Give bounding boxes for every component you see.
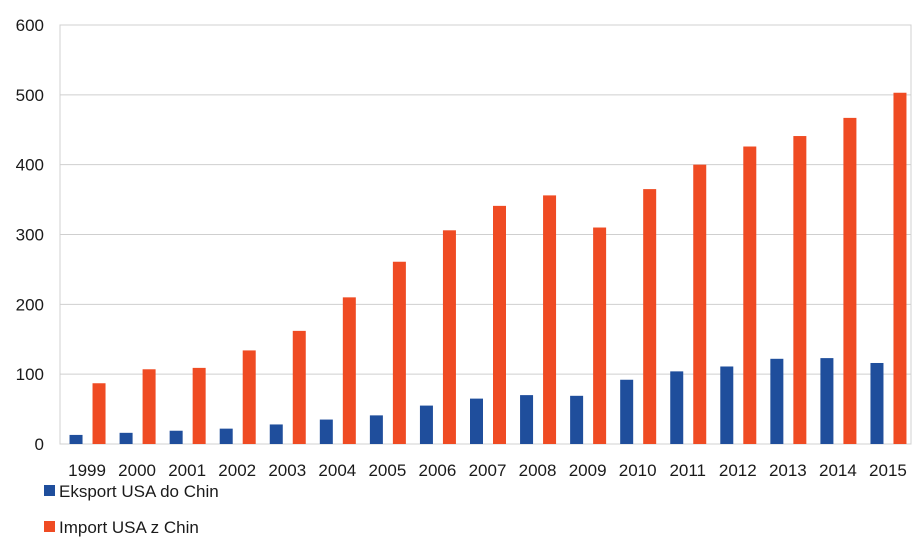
bar-eksport-1999 <box>69 434 83 444</box>
bar-eksport-2003 <box>269 424 283 444</box>
x-tick-label: 2013 <box>769 461 807 480</box>
x-tick-label: 1999 <box>68 461 106 480</box>
x-tick-label: 2009 <box>569 461 607 480</box>
bar-import-2012 <box>743 146 757 444</box>
bar-eksport-2006 <box>419 405 433 444</box>
bar-eksport-2002 <box>219 428 233 444</box>
y-tick-label: 500 <box>16 86 44 105</box>
bar-eksport-2009 <box>570 395 584 444</box>
x-tick-label: 2014 <box>819 461 857 480</box>
bars <box>69 92 907 445</box>
y-tick-label: 200 <box>16 295 44 314</box>
bar-eksport-2015 <box>870 362 884 444</box>
y-tick-label: 300 <box>16 226 44 245</box>
x-tick-label: 2015 <box>869 461 907 480</box>
plot-frame <box>59 24 912 445</box>
x-tick-label: 2011 <box>669 461 706 480</box>
bar-eksport-2011 <box>670 371 684 444</box>
x-tick-label: 2010 <box>619 461 657 480</box>
legend-label-import: Import USA z Chin <box>59 518 199 537</box>
bar-import-2003 <box>292 330 306 444</box>
bar-eksport-2005 <box>369 415 383 444</box>
bar-import-1999 <box>92 383 106 444</box>
bar-import-2013 <box>793 136 807 445</box>
bar-import-2002 <box>242 350 256 444</box>
x-tick-label: 2012 <box>719 461 757 480</box>
y-tick-label: 0 <box>35 435 44 454</box>
bar-eksport-2010 <box>620 379 634 444</box>
bar-import-2001 <box>192 367 206 444</box>
bar-import-2005 <box>392 261 406 444</box>
bar-import-2008 <box>543 195 557 444</box>
bar-eksport-2007 <box>470 398 483 444</box>
bar-import-2010 <box>643 189 657 444</box>
y-tick-label: 600 <box>16 16 44 35</box>
bar-import-2007 <box>493 205 506 444</box>
bar-import-2015 <box>893 92 907 445</box>
bar-import-2014 <box>843 117 857 444</box>
bar-eksport-2001 <box>169 430 183 444</box>
legend-label-eksport: Eksport USA do Chin <box>59 482 219 501</box>
bar-eksport-2008 <box>520 395 534 444</box>
bar-eksport-2000 <box>119 432 133 444</box>
x-tick-label: 2003 <box>268 461 306 480</box>
x-tick-label: 2006 <box>419 461 457 480</box>
x-tick-label: 2001 <box>168 461 206 480</box>
x-tick-label: 2005 <box>368 461 406 480</box>
legend-swatch-import <box>44 521 55 532</box>
y-tick-label: 400 <box>16 156 44 175</box>
y-axis-ticks: 0 100 200 300 400 500 600 <box>16 16 44 454</box>
x-tick-label: 2007 <box>469 461 507 480</box>
bar-eksport-2013 <box>770 358 784 444</box>
legend-swatch-eksport <box>44 485 55 496</box>
bar-import-2006 <box>442 230 456 444</box>
x-axis-ticks: 1999 2000 2001 2002 2003 2004 2005 2006 2007 2008… <box>68 461 907 480</box>
y-tick-label: 100 <box>16 365 44 384</box>
x-tick-label: 2008 <box>519 461 557 480</box>
x-tick-label: 2004 <box>318 461 356 480</box>
x-tick-label: 2002 <box>218 461 256 480</box>
plot-area <box>59 24 912 445</box>
bar-import-2004 <box>342 297 356 444</box>
bar-eksport-2012 <box>720 366 734 444</box>
bar-eksport-2014 <box>820 358 834 444</box>
bar-eksport-2004 <box>319 419 333 444</box>
bar-import-2009 <box>593 227 607 444</box>
bar-import-2011 <box>693 164 707 445</box>
bar-import-2000 <box>142 369 156 444</box>
legend: Eksport USA do Chin Import USA z Chin <box>44 482 219 537</box>
x-tick-label: 2000 <box>118 461 156 480</box>
